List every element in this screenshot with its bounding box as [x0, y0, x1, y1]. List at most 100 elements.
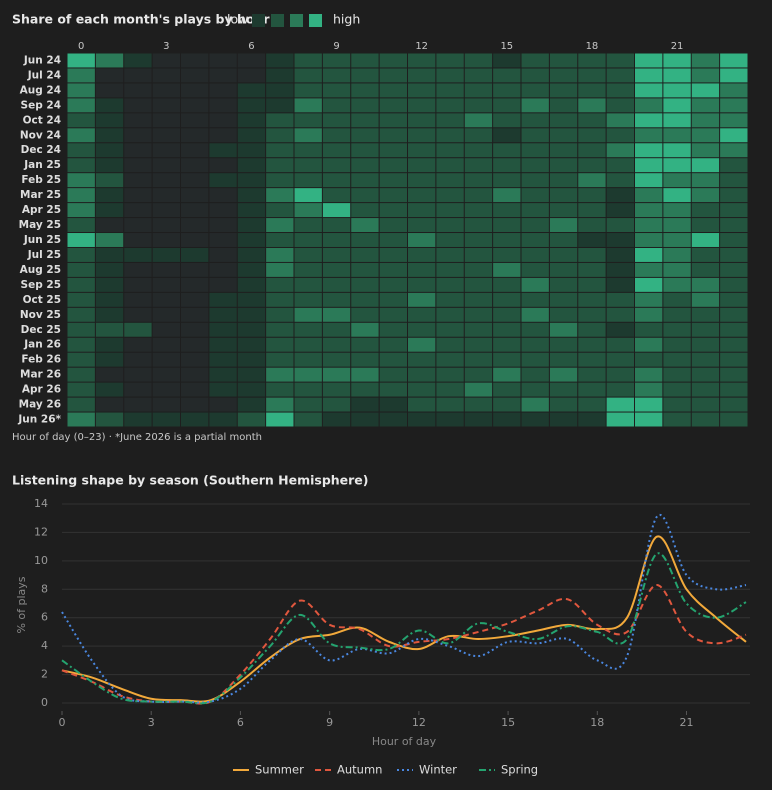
- heat-cell: [95, 247, 124, 262]
- heat-cell: [379, 53, 407, 68]
- heat-cell: [635, 188, 663, 203]
- heat-cell: [95, 158, 124, 173]
- heat-cell: [67, 367, 95, 382]
- heatmap-title: Share of each month's plays by hour: [12, 12, 270, 27]
- heat-cell: [464, 322, 493, 337]
- heat-cell: [691, 277, 720, 292]
- x-tick-label: 3: [163, 41, 169, 52]
- heat-cell: [181, 98, 209, 113]
- heat-cell: [635, 128, 663, 143]
- heat-cell: [549, 83, 578, 98]
- heat-cell: [351, 412, 379, 427]
- heat-cell: [181, 53, 209, 68]
- heat-cell: [464, 397, 493, 412]
- legend-swatch: [252, 14, 265, 27]
- heat-cell: [152, 262, 180, 277]
- heat-cell: [181, 143, 209, 158]
- heat-cell: [351, 292, 379, 307]
- heat-cell: [181, 233, 209, 247]
- heat-cell: [635, 262, 663, 277]
- heat-cell: [322, 397, 351, 412]
- heat-cell: [493, 218, 521, 233]
- heat-cell: [294, 382, 322, 397]
- heat-cell: [209, 128, 237, 143]
- heat-cell: [549, 337, 578, 352]
- heat-cell: [351, 143, 379, 158]
- heat-cell: [578, 367, 606, 382]
- heat-cell: [436, 277, 464, 292]
- heat-cell: [124, 203, 152, 218]
- row-label: Dec 25: [21, 324, 61, 336]
- heat-cell: [720, 367, 748, 382]
- heat-cell: [691, 173, 720, 188]
- heat-cell: [95, 277, 124, 292]
- heat-cell: [521, 83, 549, 98]
- heat-cell: [464, 277, 493, 292]
- heat-cell: [493, 68, 521, 83]
- row-label: Jul 24: [27, 69, 61, 81]
- heat-cell: [322, 83, 351, 98]
- heat-cell: [493, 307, 521, 322]
- heat-cell: [294, 98, 322, 113]
- heat-cell: [266, 352, 294, 367]
- heat-cell: [521, 53, 549, 68]
- heat-cell: [663, 233, 691, 247]
- heat-cell: [124, 397, 152, 412]
- heat-cell: [408, 188, 436, 203]
- heat-cell: [720, 292, 748, 307]
- heat-cell: [67, 113, 95, 128]
- heat-cell: [322, 98, 351, 113]
- heat-cell: [237, 173, 266, 188]
- heat-cell: [436, 262, 464, 277]
- heat-cell: [181, 322, 209, 337]
- heat-cell: [95, 68, 124, 83]
- heat-cell: [152, 128, 180, 143]
- heat-cell: [266, 247, 294, 262]
- heat-cell: [720, 352, 748, 367]
- heat-cell: [493, 173, 521, 188]
- y-tick-label: 14: [34, 497, 48, 510]
- row-label: Sep 24: [21, 99, 61, 111]
- heat-cell: [578, 188, 606, 203]
- heat-cell: [549, 262, 578, 277]
- heat-cell: [408, 68, 436, 83]
- heat-cell: [606, 143, 634, 158]
- heat-cell: [549, 322, 578, 337]
- heat-cell: [521, 173, 549, 188]
- heat-cell: [67, 307, 95, 322]
- heat-cell: [493, 98, 521, 113]
- heat-cell: [549, 68, 578, 83]
- heat-cell: [408, 233, 436, 247]
- heat-cell: [266, 382, 294, 397]
- legend-label: Autumn: [337, 763, 382, 777]
- heat-cell: [663, 143, 691, 158]
- heat-cell: [237, 352, 266, 367]
- heat-cell: [635, 247, 663, 262]
- heat-cell: [322, 337, 351, 352]
- heat-cell: [294, 307, 322, 322]
- heat-cell: [663, 128, 691, 143]
- legend-label: Spring: [501, 763, 538, 777]
- row-label: Aug 24: [20, 84, 61, 96]
- heat-cell: [549, 173, 578, 188]
- x-axis-label: Hour of day: [372, 735, 437, 748]
- heat-cell: [635, 83, 663, 98]
- heat-cell: [408, 158, 436, 173]
- heat-cell: [209, 337, 237, 352]
- heat-cell: [237, 83, 266, 98]
- heat-cell: [152, 367, 180, 382]
- heat-cell: [691, 98, 720, 113]
- heat-cell: [493, 412, 521, 427]
- heat-cell: [606, 68, 634, 83]
- heat-cell: [95, 173, 124, 188]
- heat-cell: [635, 292, 663, 307]
- heat-cell: [663, 397, 691, 412]
- heat-cell: [209, 397, 237, 412]
- heat-cell: [464, 218, 493, 233]
- heat-cell: [464, 262, 493, 277]
- heat-cell: [635, 277, 663, 292]
- heat-cell: [663, 277, 691, 292]
- heat-cell: [691, 337, 720, 352]
- heat-cell: [237, 277, 266, 292]
